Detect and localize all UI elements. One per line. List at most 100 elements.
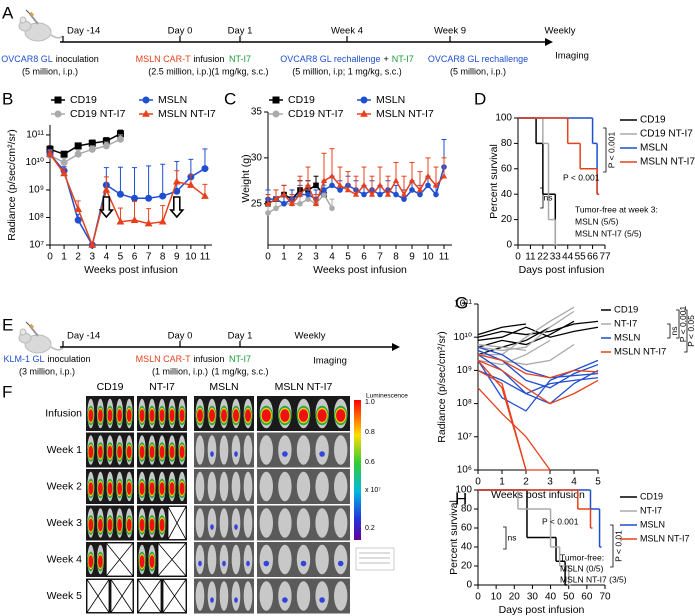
event-detail: (5 million, i.p.) <box>22 66 78 76</box>
marker <box>400 191 408 197</box>
signal <box>139 555 145 568</box>
signal <box>149 409 155 422</box>
timeline-end-label: Weekly <box>545 26 576 37</box>
y-tick-label: 100 <box>495 113 512 124</box>
marker <box>296 191 304 197</box>
event-label: MSLN CAR-T infusion <box>136 354 225 364</box>
mouse-line <box>477 354 599 405</box>
marker <box>281 200 287 207</box>
event-time: Day 1 <box>228 331 253 342</box>
mouse-line <box>477 369 527 471</box>
annotation: P < 0.001 <box>542 516 579 526</box>
marker <box>264 200 272 206</box>
legend-marker <box>142 109 150 117</box>
significance-bracket <box>667 323 671 339</box>
x-tick-label: 7 <box>146 252 152 263</box>
marker <box>74 205 83 213</box>
mouse-image <box>278 508 292 538</box>
marker <box>88 240 97 248</box>
marker <box>88 139 96 147</box>
marker <box>401 196 407 202</box>
event-detail: (1 mg/kg, s.c.) <box>211 66 268 76</box>
legend-marker <box>360 109 368 117</box>
legend-marker <box>272 96 280 104</box>
marker <box>337 187 343 193</box>
x-tick-label: 8 <box>160 252 166 263</box>
event-label: NT-I7 <box>229 354 251 364</box>
mouse-image <box>259 544 273 575</box>
annotation: ns <box>669 327 679 336</box>
panel-label: G <box>455 293 468 312</box>
legend-label: MSLN NT-I7 <box>158 108 216 120</box>
marker <box>102 185 111 193</box>
x-axis-label: Weeks post infusion <box>313 264 407 276</box>
x-tick-label: 6 <box>132 252 138 263</box>
x-tick-label: 8 <box>393 252 399 263</box>
marker <box>88 145 96 153</box>
signal <box>197 409 203 422</box>
mouse-image <box>259 435 273 465</box>
x-tick-label: 1 <box>499 477 505 488</box>
legend-label: MSLN <box>158 94 187 106</box>
event-label: NT-I7 <box>229 54 251 64</box>
signal <box>117 518 122 532</box>
signal <box>169 482 175 495</box>
event-label: OVCAR8 GL inoculation <box>1 54 99 64</box>
settings-box <box>355 547 395 571</box>
annotation: P < 0.001 <box>606 131 616 168</box>
mouse-image <box>334 581 348 611</box>
mouse-image <box>207 581 217 611</box>
event-label-part: infusion <box>193 354 224 364</box>
signal <box>280 409 290 422</box>
mouse-line <box>477 326 599 342</box>
legend-label: CD19 NT-I7 <box>288 108 344 120</box>
legend-label: MSLN <box>640 143 668 154</box>
event-time: Day 1 <box>228 26 253 37</box>
dead-cross <box>137 579 162 613</box>
x-tick-label: 20 <box>509 592 521 603</box>
mouse-line <box>477 343 527 352</box>
marker <box>305 191 311 198</box>
annotation: P < 0.001 <box>563 172 600 182</box>
x-tick-label: 2 <box>523 477 529 488</box>
signal <box>319 451 325 457</box>
event-label: OVCAR8 GL rechallenge + NT-I7 <box>280 54 414 64</box>
mouse-line <box>477 310 575 352</box>
event-label-part: NT-I7 <box>392 54 414 64</box>
x-axis-label: Weeks post infusion <box>84 264 178 276</box>
x-tick-label: 4 <box>571 477 577 488</box>
marker <box>312 200 320 206</box>
legend-label: CD19 <box>70 94 97 106</box>
signal <box>300 560 307 567</box>
x-tick-label: 44 <box>562 252 574 263</box>
x-tick-label: 10 <box>422 252 434 263</box>
marker <box>116 130 124 138</box>
mouse-image <box>296 544 311 575</box>
marker <box>144 219 153 227</box>
mouse-image <box>219 471 229 502</box>
timeline-end-label: Weekly <box>295 331 326 342</box>
mouse-image <box>231 508 241 538</box>
mouse-image <box>334 435 348 465</box>
event-time: Day -14 <box>67 26 100 37</box>
marker <box>329 182 335 189</box>
marker <box>433 191 439 198</box>
y-tick-label: 10⁹ <box>29 185 44 196</box>
event-detail: (5 million, i.p.) <box>450 66 506 76</box>
timepoint-arrow <box>169 196 185 219</box>
signal <box>88 518 94 532</box>
legend-marker <box>272 110 280 118</box>
x-tick-label: 5 <box>595 477 601 488</box>
x-tick-label: 40 <box>545 592 557 603</box>
marker <box>145 194 153 202</box>
panel-label: A <box>2 3 14 22</box>
mouse-image <box>243 435 253 465</box>
legend-label: MSLN <box>640 519 665 529</box>
mouse-line <box>477 353 599 379</box>
timeline-arrow <box>545 38 553 46</box>
signal <box>139 482 145 495</box>
event-label-part: OVCAR8 GL <box>1 54 53 64</box>
event-time: Week 4 <box>331 26 363 37</box>
signal <box>233 409 239 422</box>
legend-label: NT-I7 <box>640 505 662 515</box>
